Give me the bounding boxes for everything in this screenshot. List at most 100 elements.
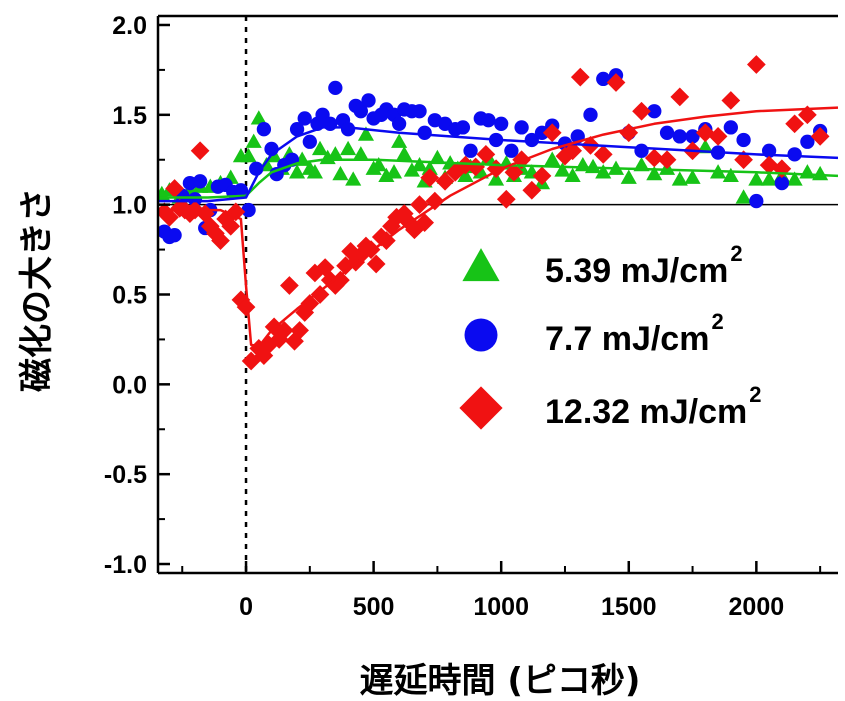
- plot-area: [158, 16, 838, 573]
- data-point-diamond-35: [336, 256, 355, 276]
- data-point-triangle-25: [345, 171, 362, 186]
- data-point-triangle-22: [327, 146, 344, 161]
- data-point-diamond-44: [382, 216, 401, 236]
- data-point-triangle-69: [748, 171, 765, 186]
- data-point-triangle-31: [385, 164, 403, 179]
- fit-curve-diamond: [158, 106, 838, 348]
- fit-curve-triangle: [158, 158, 838, 199]
- legend-label-diamond: 12.32 mJ/cm: [545, 393, 747, 431]
- data-point-circle-63: [659, 125, 675, 140]
- legend-marker-circle: [464, 318, 498, 352]
- data-point-circle-21: [297, 111, 312, 126]
- data-point-triangle-34: [403, 162, 420, 177]
- data-point-diamond-27: [295, 303, 315, 322]
- data-point-circle-12: [233, 183, 249, 198]
- data-point-triangle-37: [421, 160, 438, 175]
- data-point-diamond-28: [300, 294, 320, 313]
- x-tick-label-0: 0: [239, 593, 253, 621]
- data-point-circle-51: [514, 120, 529, 135]
- data-point-triangle-20: [311, 140, 329, 156]
- data-point-diamond-45: [387, 207, 406, 227]
- legend-entry-diamond: 12.32 mJ/cm 2: [456, 377, 840, 439]
- data-point-triangle-67: [722, 167, 739, 183]
- data-point-triangle-38: [429, 149, 446, 165]
- data-point-diamond-17: [241, 351, 261, 371]
- data-point-triangle-61: [646, 165, 663, 181]
- legend-entry-bg-diamond: [456, 377, 840, 439]
- data-point-circle-13: [241, 202, 256, 218]
- data-point-triangle-60: [633, 156, 650, 172]
- data-point-circle-53: [534, 125, 550, 140]
- legend-label-superscript-circle: 2: [711, 309, 723, 334]
- data-point-circle-47: [481, 113, 496, 128]
- data-point-diamond-15: [231, 290, 251, 310]
- data-point-circle-74: [800, 134, 815, 149]
- data-point-diamond-20: [259, 335, 279, 355]
- legend-label-triangle: 5.39 mJ/cm: [545, 252, 728, 290]
- data-point-diamond-22: [269, 330, 289, 349]
- data-point-diamond-33: [325, 276, 345, 295]
- y-axis-title: 磁化の大きさ: [17, 188, 57, 392]
- y-tick-label-4: 1.0: [112, 192, 147, 220]
- legend: 5.39 mJ/cm 2 7.7 mJ/cm 2 12.32 mJ/cm 2: [456, 236, 840, 439]
- data-point-diamond-2: [165, 179, 184, 198]
- data-point-diamond-73: [644, 148, 664, 168]
- data-point-diamond-32: [320, 270, 340, 290]
- data-point-diamond-78: [708, 127, 728, 146]
- data-point-triangle-30: [378, 167, 395, 183]
- legend-entry-triangle: 5.39 mJ/cm 2: [456, 236, 840, 298]
- data-point-diamond-12: [216, 209, 235, 229]
- data-point-triangle-56: [584, 158, 602, 174]
- data-point-circle-30: [353, 104, 369, 119]
- data-point-diamond-36: [341, 242, 361, 261]
- data-point-circle-57: [583, 107, 598, 122]
- data-point-circle-28: [340, 122, 356, 137]
- data-point-triangle-72: [786, 171, 803, 186]
- axes: -1.0 -0.5 0.0 0.5 1.0 1.5 2.0 0 500 1000 1500 2000: [104, 12, 838, 621]
- data-point-circle-73: [787, 147, 802, 162]
- data-point-circle-20: [289, 122, 305, 137]
- y-tick-label-0: -1.0: [104, 551, 147, 579]
- data-point-diamond-74: [657, 150, 677, 170]
- data-point-triangle-19: [306, 164, 323, 179]
- data-point-diamond-63: [532, 166, 552, 186]
- data-point-diamond-9: [200, 216, 220, 236]
- data-point-diamond-64: [542, 123, 562, 143]
- data-layer: [158, 55, 838, 371]
- data-point-circle-70: [749, 193, 764, 209]
- data-point-triangle-10: [245, 133, 262, 148]
- y-tick-label-2: 0.0: [112, 371, 147, 399]
- data-point-triangle-54: [564, 167, 581, 183]
- data-point-triangle-70: [761, 171, 778, 186]
- data-point-circle-45: [463, 143, 478, 158]
- data-point-diamond-60: [504, 162, 524, 182]
- data-point-circle-44: [455, 120, 471, 135]
- data-point-diamond-38: [351, 245, 371, 265]
- data-point-diamond-41: [366, 254, 386, 274]
- y-tick-label-3: 0.5: [112, 282, 147, 310]
- data-point-diamond-52: [425, 191, 445, 211]
- data-point-circle-26: [328, 80, 343, 96]
- data-point-circle-72: [774, 175, 790, 191]
- data-point-diamond-75: [670, 87, 690, 107]
- y-tick-label-5: 1.5: [112, 102, 147, 130]
- x-axis-title: 遅延時間 (ピコ秒): [360, 661, 641, 701]
- y-tick-label-6: 2.0: [112, 12, 147, 40]
- data-point-triangle-52: [544, 151, 561, 166]
- data-point-diamond-13: [221, 216, 241, 236]
- legend-entry-bg-circle: [456, 304, 840, 366]
- data-point-diamond-55: [456, 155, 475, 175]
- legend-entry-bg-triangle: [456, 236, 840, 298]
- data-point-diamond-34: [331, 270, 350, 290]
- data-point-circle-25: [323, 116, 338, 131]
- legend-label-circle: 7.7 mJ/cm: [545, 320, 709, 358]
- data-point-triangle-59: [620, 169, 637, 184]
- data-point-triangle-29: [370, 156, 387, 172]
- data-point-diamond-23: [274, 321, 294, 340]
- legend-marker-triangle: [462, 248, 500, 282]
- data-point-triangle-26: [352, 146, 369, 161]
- data-point-triangle-24: [340, 140, 357, 156]
- data-point-triangle-9: [240, 147, 257, 163]
- data-point-diamond-24: [280, 276, 299, 295]
